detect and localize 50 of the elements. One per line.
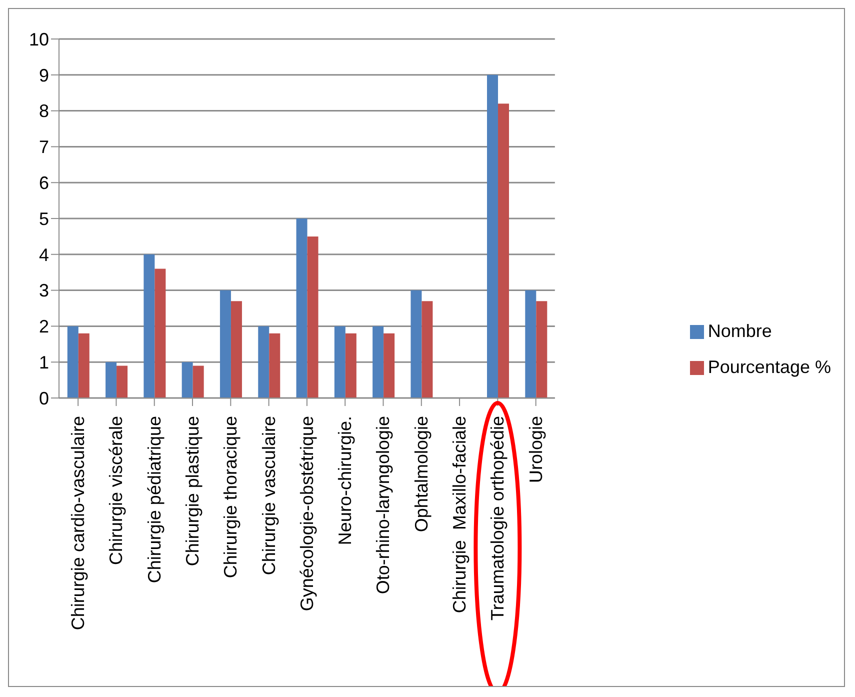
bar bbox=[345, 333, 356, 398]
x-tick-label: Urologie bbox=[526, 416, 546, 484]
y-tick-label: 2 bbox=[38, 316, 49, 337]
x-tick-label: Chirurgie Maxillo-faciale bbox=[450, 416, 470, 614]
bar bbox=[106, 362, 117, 398]
bar bbox=[384, 333, 395, 398]
legend-label: Pourcentage % bbox=[708, 356, 831, 376]
bar bbox=[410, 290, 422, 398]
bar bbox=[372, 326, 384, 398]
y-tick-label: 3 bbox=[38, 280, 49, 301]
bar bbox=[536, 301, 548, 398]
bar bbox=[422, 301, 433, 398]
bar bbox=[258, 326, 270, 398]
legend-label: Nombre bbox=[708, 320, 772, 340]
x-tick-label: Neuro-chirurgie. bbox=[335, 416, 356, 546]
x-tick-label: Chirurgie viscérale bbox=[106, 416, 126, 566]
bar bbox=[220, 290, 231, 398]
y-tick-label: 9 bbox=[38, 65, 49, 86]
y-tick-label: 8 bbox=[38, 101, 49, 122]
bar bbox=[269, 333, 280, 398]
bar bbox=[67, 326, 78, 398]
y-tick-label: 10 bbox=[28, 29, 49, 50]
y-tick-label: 0 bbox=[38, 388, 49, 408]
x-tick-label: Chirurgie vasculaire bbox=[258, 416, 279, 576]
y-tick-label: 4 bbox=[38, 244, 49, 265]
bar bbox=[144, 254, 155, 398]
x-tick-label: Gynécologie-obstétrique bbox=[296, 416, 317, 612]
x-tick-label: Chirurgie pédiatrique bbox=[144, 416, 164, 584]
x-tick-label: Chirurgie plastique bbox=[182, 416, 203, 566]
bar bbox=[498, 104, 510, 398]
bar bbox=[525, 290, 536, 398]
bar bbox=[307, 236, 318, 398]
bar bbox=[192, 366, 204, 398]
x-tick-label: Chirurgie cardio-vasculaire bbox=[68, 416, 88, 630]
y-tick-label: 5 bbox=[38, 208, 49, 229]
y-tick-label: 1 bbox=[38, 352, 49, 372]
bar bbox=[154, 268, 166, 398]
bar bbox=[116, 366, 128, 398]
bar bbox=[230, 301, 242, 398]
bar bbox=[78, 333, 90, 398]
bar bbox=[487, 74, 498, 398]
x-tick-label: Traumatologie orthopédie bbox=[488, 416, 508, 620]
x-tick-label: Chirurgie thoracique bbox=[220, 416, 241, 578]
y-tick-label: 7 bbox=[38, 137, 49, 158]
x-tick-label: Oto-rhino-laryngologie bbox=[373, 416, 394, 594]
bar bbox=[296, 218, 308, 398]
bar bbox=[182, 362, 193, 398]
y-tick-label: 6 bbox=[38, 172, 49, 193]
x-tick-label: Ophtalmologie bbox=[411, 416, 432, 532]
bar bbox=[334, 326, 346, 398]
